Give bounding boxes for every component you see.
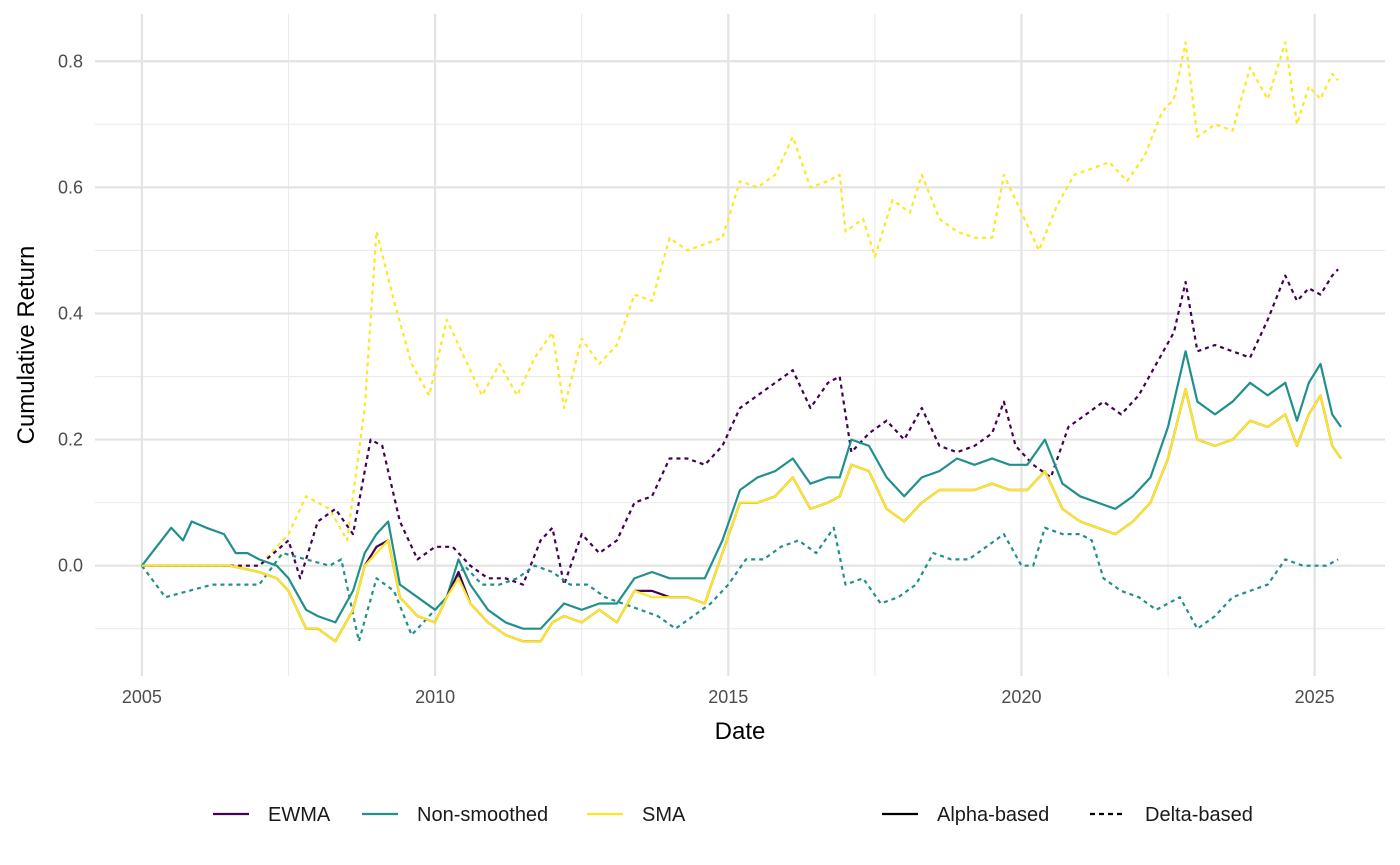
x-tick-label: 2020	[1001, 687, 1041, 707]
grid	[95, 14, 1385, 676]
series-line-non-smoothed-alpha	[141, 350, 1342, 630]
x-tick-label: 2025	[1295, 687, 1335, 707]
legend: EWMA Non-smoothed SMA Alpha-based Delta-…	[213, 804, 1253, 826]
y-tick-label: 0.2	[58, 430, 83, 450]
legend-label-delta-based: Delta-based	[1145, 804, 1253, 826]
series-line-sma-delta	[141, 41, 1339, 567]
series-line-ewma-alpha	[141, 388, 1342, 643]
series-line-sma-alpha	[141, 388, 1342, 643]
legend-item-alpha-based: Alpha-based	[882, 804, 1049, 826]
series-line-ewma-delta	[141, 268, 1339, 586]
legend-item-delta-based: Delta-based	[1090, 804, 1253, 826]
legend-label-sma: SMA	[642, 804, 686, 826]
legend-item-non-smoothed: Non-smoothed	[362, 804, 548, 826]
x-tick-label: 2010	[415, 687, 455, 707]
x-tick-label: 2005	[122, 687, 162, 707]
x-axis-ticks: 2005 2010 2015 2020 2025	[122, 687, 1335, 707]
plot-series	[141, 41, 1342, 643]
y-tick-label: 0.6	[58, 177, 83, 197]
legend-label-non-smoothed: Non-smoothed	[417, 804, 548, 826]
y-axis-title: Cumulative Return	[13, 246, 40, 445]
x-tick-label: 2015	[708, 687, 748, 707]
y-tick-label: 0.0	[58, 556, 83, 576]
legend-item-ewma: EWMA	[213, 804, 331, 826]
legend-label-alpha-based: Alpha-based	[937, 804, 1049, 826]
legend-item-sma: SMA	[587, 804, 686, 826]
series-line-non-smoothed-delta	[141, 526, 1339, 643]
x-axis-title: Date	[715, 718, 766, 745]
y-tick-label: 0.8	[58, 51, 83, 71]
y-tick-label: 0.4	[58, 303, 83, 323]
y-axis-ticks: 0.0 0.2 0.4 0.6 0.8	[58, 51, 83, 575]
legend-label-ewma: EWMA	[268, 804, 331, 826]
